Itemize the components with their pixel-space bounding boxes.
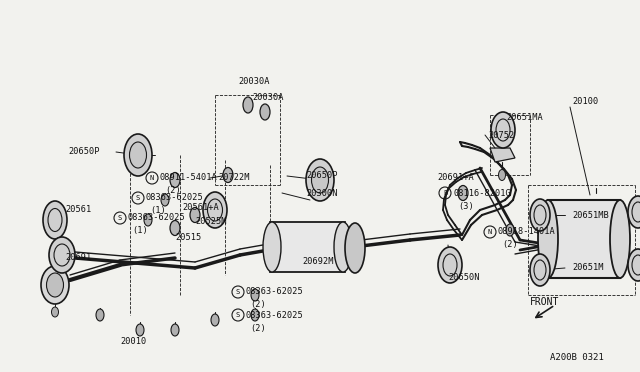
Polygon shape xyxy=(548,200,620,278)
Ellipse shape xyxy=(47,273,63,297)
Text: (2): (2) xyxy=(502,241,518,250)
Ellipse shape xyxy=(161,194,169,206)
Ellipse shape xyxy=(243,97,253,113)
Text: (1): (1) xyxy=(150,205,166,215)
Text: 20651MB: 20651MB xyxy=(572,211,609,219)
Ellipse shape xyxy=(506,224,514,236)
Ellipse shape xyxy=(41,266,69,304)
Ellipse shape xyxy=(170,221,180,235)
Ellipse shape xyxy=(171,324,179,336)
Text: (2): (2) xyxy=(165,186,180,195)
Ellipse shape xyxy=(438,247,462,283)
Text: 08363-62025: 08363-62025 xyxy=(246,311,304,320)
Ellipse shape xyxy=(96,309,104,321)
Ellipse shape xyxy=(136,324,144,336)
Text: S: S xyxy=(118,215,122,221)
Text: (1): (1) xyxy=(132,225,148,234)
Text: 20525M: 20525M xyxy=(195,218,227,227)
Text: 08363-62025: 08363-62025 xyxy=(128,214,186,222)
Text: (2): (2) xyxy=(250,301,266,310)
Ellipse shape xyxy=(530,254,550,286)
Text: 20515: 20515 xyxy=(175,234,201,243)
Ellipse shape xyxy=(251,309,259,321)
Ellipse shape xyxy=(628,196,640,228)
Text: 20650P: 20650P xyxy=(68,148,99,157)
Ellipse shape xyxy=(610,200,630,278)
Text: S: S xyxy=(236,289,240,295)
Text: 20561: 20561 xyxy=(65,205,92,215)
Text: A200B 0321: A200B 0321 xyxy=(550,353,604,362)
Text: 20010: 20010 xyxy=(120,337,147,346)
Text: 08363-62025: 08363-62025 xyxy=(146,193,204,202)
Polygon shape xyxy=(490,148,515,162)
Ellipse shape xyxy=(129,142,147,168)
Text: 20650N: 20650N xyxy=(448,273,479,282)
Ellipse shape xyxy=(306,159,334,201)
Ellipse shape xyxy=(49,237,75,273)
Text: S: S xyxy=(136,195,140,201)
Ellipse shape xyxy=(538,200,558,278)
Ellipse shape xyxy=(43,201,67,239)
Text: 08363-62025: 08363-62025 xyxy=(246,288,304,296)
Bar xyxy=(270,222,345,272)
Ellipse shape xyxy=(203,192,227,228)
Ellipse shape xyxy=(499,170,506,180)
Text: (2): (2) xyxy=(250,324,266,333)
Text: 20030A: 20030A xyxy=(238,77,269,87)
Ellipse shape xyxy=(491,112,515,148)
Text: 20722M: 20722M xyxy=(218,173,250,183)
Text: 20691+A: 20691+A xyxy=(437,173,474,183)
Text: (3): (3) xyxy=(458,202,474,211)
Text: 20752: 20752 xyxy=(488,131,515,140)
Ellipse shape xyxy=(530,199,550,231)
Text: 20030A: 20030A xyxy=(252,93,284,102)
Text: 20650P: 20650P xyxy=(306,171,337,180)
Text: N: N xyxy=(150,175,154,181)
Ellipse shape xyxy=(251,289,259,301)
Text: N: N xyxy=(488,229,492,235)
Ellipse shape xyxy=(124,134,152,176)
Ellipse shape xyxy=(458,186,468,201)
Ellipse shape xyxy=(312,167,328,193)
Ellipse shape xyxy=(211,314,219,326)
Ellipse shape xyxy=(260,104,270,120)
Ellipse shape xyxy=(51,307,58,317)
Ellipse shape xyxy=(345,223,365,273)
Text: 08116-8201G: 08116-8201G xyxy=(453,189,511,198)
Text: 20100: 20100 xyxy=(572,97,598,106)
Text: 20561+A: 20561+A xyxy=(182,203,219,212)
Text: FRONT: FRONT xyxy=(530,297,559,307)
Ellipse shape xyxy=(628,249,640,281)
Ellipse shape xyxy=(223,167,233,183)
Ellipse shape xyxy=(263,222,281,272)
Text: S: S xyxy=(236,312,240,318)
Ellipse shape xyxy=(190,208,200,222)
Text: B: B xyxy=(443,190,447,196)
Text: 08911-5401A: 08911-5401A xyxy=(160,173,218,183)
Text: 20651M: 20651M xyxy=(572,263,604,273)
Text: 08918-1401A: 08918-1401A xyxy=(498,228,556,237)
Text: 20691: 20691 xyxy=(65,253,92,263)
Ellipse shape xyxy=(334,222,352,272)
Ellipse shape xyxy=(144,214,152,226)
Text: 20692M: 20692M xyxy=(302,257,333,266)
Text: 20300N: 20300N xyxy=(306,189,337,198)
Text: 20651MA: 20651MA xyxy=(506,113,543,122)
Ellipse shape xyxy=(170,173,180,187)
